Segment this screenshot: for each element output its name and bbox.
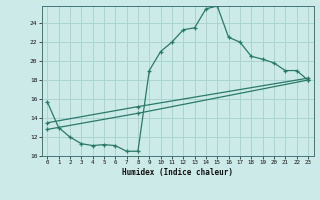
X-axis label: Humidex (Indice chaleur): Humidex (Indice chaleur) [122, 168, 233, 177]
